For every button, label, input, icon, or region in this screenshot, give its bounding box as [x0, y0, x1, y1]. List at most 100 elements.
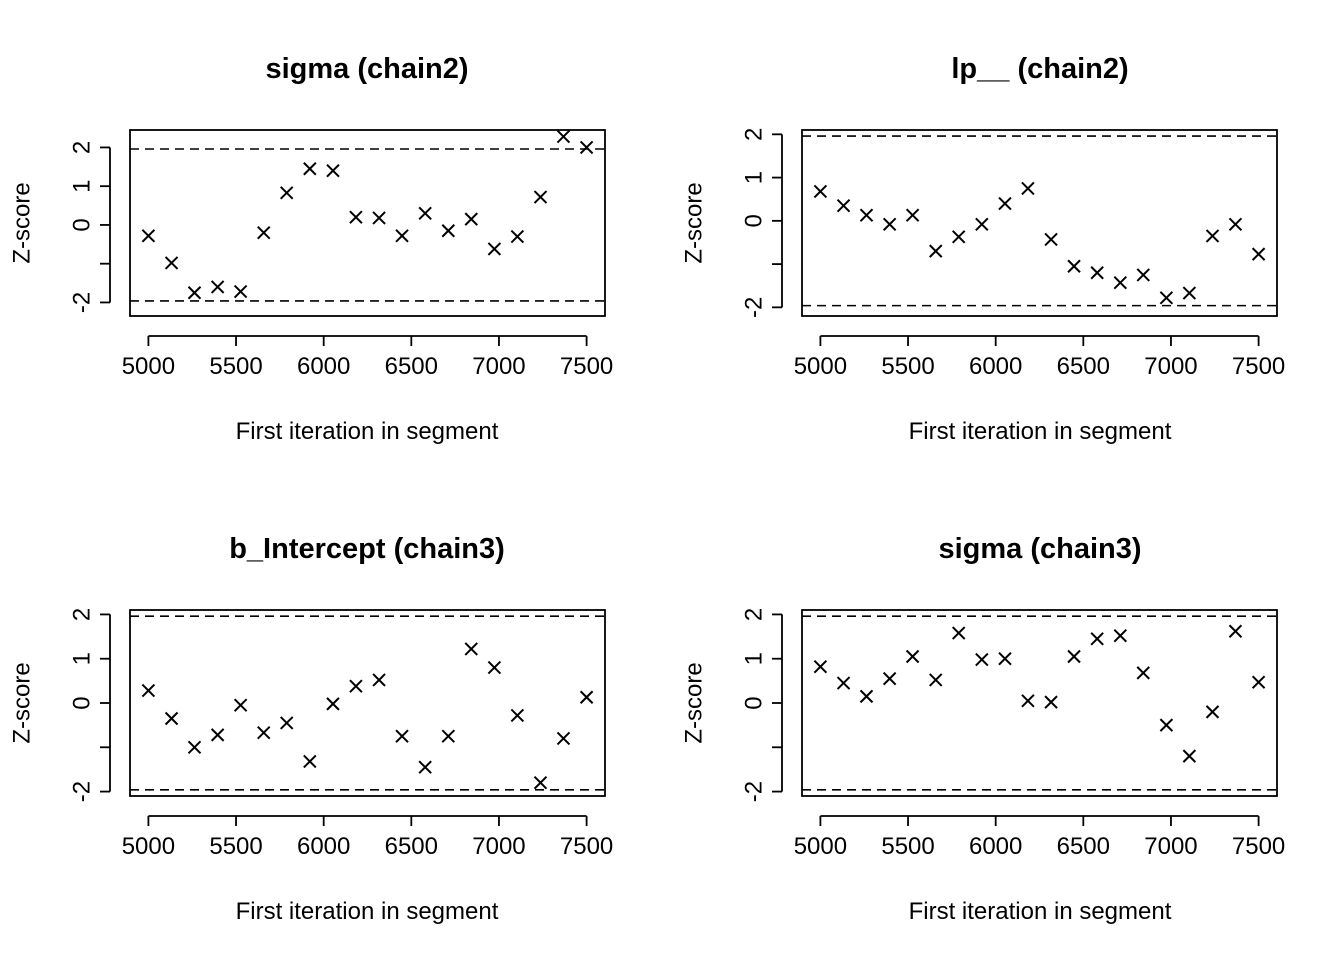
- data-point: [836, 676, 851, 690]
- panel-1: sigma (chain2) 5000 5500 6000 6500 7000 7500 -2…: [9, 53, 614, 445]
- data-point: [1251, 247, 1266, 261]
- data-point: [510, 708, 525, 723]
- data-point: [395, 729, 409, 743]
- x-tick-label: 6000: [297, 833, 350, 860]
- x-axis-label: First iteration in segment: [909, 418, 1172, 445]
- data-point: [464, 212, 478, 226]
- data-point: [233, 284, 248, 299]
- data-point: [929, 244, 943, 258]
- data-point: [279, 186, 294, 200]
- data-point: [1021, 694, 1035, 708]
- data-point: [187, 286, 202, 300]
- data-point: [441, 729, 456, 743]
- data-point: [1113, 275, 1128, 290]
- y-tick-label: 0: [741, 214, 768, 227]
- data-point: [1182, 749, 1197, 763]
- data-point: [257, 225, 271, 240]
- data-point: [556, 731, 571, 746]
- y-axis-label: Z-score: [681, 662, 708, 743]
- data-point: [1205, 705, 1220, 719]
- y-tick-label: -2: [69, 292, 96, 313]
- data-point: [1136, 268, 1150, 282]
- y-tick-label: 1: [69, 652, 96, 665]
- data-point: [813, 659, 828, 674]
- data-point: [533, 776, 548, 790]
- data-point: [1021, 181, 1035, 196]
- y-tick-label: 0: [741, 696, 768, 709]
- panel-title: b_Intercept (chain3): [229, 533, 505, 565]
- y-axis-label: Z-score: [9, 662, 36, 743]
- data-point: [579, 140, 594, 155]
- plot-frame: [801, 129, 1278, 317]
- x-tick-label: 5000: [122, 833, 175, 860]
- panel-2: lp__ (chain2) 5000 5500 6000 6500 7000 7500 -2 0…: [681, 53, 1286, 445]
- data-point: [975, 217, 989, 232]
- data-point: [998, 652, 1012, 666]
- data-point: [233, 698, 248, 712]
- x-tick-label: 7000: [1144, 833, 1197, 860]
- data-point: [975, 652, 989, 667]
- plot-frame: [129, 609, 606, 797]
- data-point: [1228, 624, 1243, 638]
- data-point: [1067, 649, 1081, 664]
- x-tick-label: 5000: [794, 353, 847, 380]
- data-point: [1044, 695, 1058, 709]
- data-point: [579, 690, 594, 704]
- data-point: [303, 162, 317, 176]
- data-point: [929, 673, 943, 687]
- data-point: [141, 683, 156, 698]
- data-point: [859, 689, 874, 704]
- data-point: [1113, 628, 1128, 643]
- data-point: [187, 740, 202, 754]
- x-axis-label: First iteration in segment: [236, 418, 499, 445]
- y-tick-label: 1: [69, 180, 96, 193]
- x-tick-label: 6500: [385, 353, 438, 380]
- data-point: [1251, 675, 1266, 689]
- data-point: [1159, 291, 1174, 305]
- x-axis-label: First iteration in segment: [909, 898, 1172, 925]
- x-tick-label: 7500: [560, 833, 613, 860]
- data-point: [164, 256, 179, 270]
- panel-4: sigma (chain3) 5000 5500 6000 6500 7000 7500 -2…: [681, 533, 1286, 925]
- x-tick-label: 7000: [472, 833, 525, 860]
- data-point: [882, 217, 897, 232]
- data-point: [859, 208, 874, 222]
- data-point: [1159, 718, 1174, 732]
- panel-title: lp__ (chain2): [951, 53, 1128, 85]
- data-point: [533, 190, 548, 204]
- x-axis-label: First iteration in segment: [236, 898, 499, 925]
- y-tick-label: 2: [741, 128, 768, 141]
- y-axis-label: Z-score: [9, 182, 36, 263]
- x-tick-label: 6500: [1057, 833, 1110, 860]
- x-tick-label: 7000: [1144, 353, 1197, 380]
- y-tick-label: 1: [741, 652, 768, 665]
- data-point: [905, 208, 920, 222]
- x-tick-label: 7500: [1232, 353, 1285, 380]
- data-point: [372, 211, 386, 225]
- data-point: [441, 224, 456, 238]
- data-point: [1228, 217, 1243, 232]
- plot-frame: [801, 609, 1278, 797]
- data-point: [326, 163, 340, 178]
- x-tick-label: 5500: [209, 833, 262, 860]
- data-point: [303, 754, 317, 769]
- x-tick-label: 7500: [560, 353, 613, 380]
- y-tick-label: -2: [741, 781, 768, 802]
- x-tick-label: 6000: [297, 353, 350, 380]
- data-point: [349, 679, 363, 693]
- data-point: [510, 229, 525, 244]
- y-tick-label: -2: [69, 781, 96, 802]
- x-tick-label: 5500: [881, 833, 934, 860]
- y-axis-label: Z-score: [681, 182, 708, 263]
- x-tick-label: 7000: [472, 353, 525, 380]
- data-point: [1182, 286, 1197, 300]
- x-tick-label: 5000: [122, 353, 175, 380]
- data-point: [556, 129, 571, 144]
- data-point: [257, 725, 271, 740]
- x-tick-label: 7500: [1232, 833, 1285, 860]
- data-point: [836, 198, 851, 213]
- x-tick-label: 6000: [969, 353, 1022, 380]
- panel-title: sigma (chain3): [938, 533, 1141, 565]
- y-tick-label: 2: [741, 608, 768, 621]
- panel-title: sigma (chain2): [265, 53, 468, 85]
